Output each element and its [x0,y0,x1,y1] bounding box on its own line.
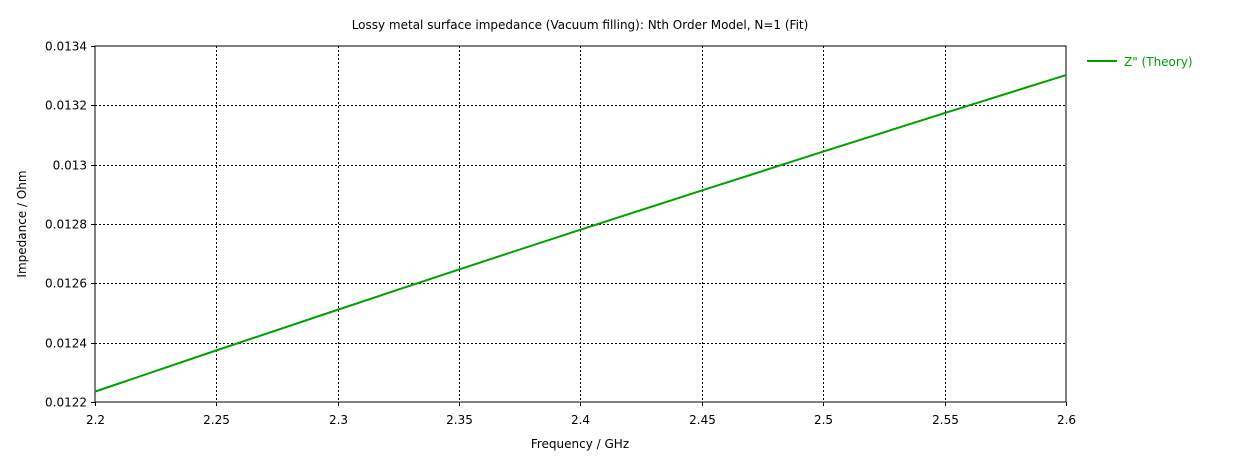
x-tick-label: 2.25 [203,413,230,427]
y-axis-title: Impedance / Ohm [15,170,29,277]
x-tick-label: 2.55 [932,413,959,427]
y-tick-label: 0.0126 [45,277,87,291]
series-lines [94,74,1067,393]
x-tick-label: 2.35 [446,413,473,427]
y-tick-label: 0.0122 [45,396,87,410]
x-tick-label: 2.45 [689,413,716,427]
series-line [94,74,1067,393]
y-tick-label: 0.013 [53,159,87,173]
x-tick-label: 2.2 [86,413,105,427]
x-tick-label: 2.6 [1057,413,1076,427]
y-tick-label: 0.0128 [45,218,87,232]
chart-title: Lossy metal surface impedance (Vacuum fi… [352,18,809,32]
x-tick-label: 2.4 [571,413,590,427]
grid-lines [95,46,1066,402]
x-tick-label: 2.5 [814,413,833,427]
axis-ticks: 2.2 2.25 2.3 2.35 2.4 2.45 2.5 2.55 2.6 0.0122 0.0… [45,40,1076,428]
x-axis-title: Frequency / GHz [531,437,629,451]
legend-label: Z" (Theory) [1124,55,1193,69]
legend: Z" (Theory) [1087,55,1193,69]
y-tick-label: 0.0132 [45,99,87,113]
x-tick-label: 2.3 [329,413,348,427]
y-tick-label: 0.0134 [45,40,87,54]
y-tick-label: 0.0124 [45,337,87,351]
